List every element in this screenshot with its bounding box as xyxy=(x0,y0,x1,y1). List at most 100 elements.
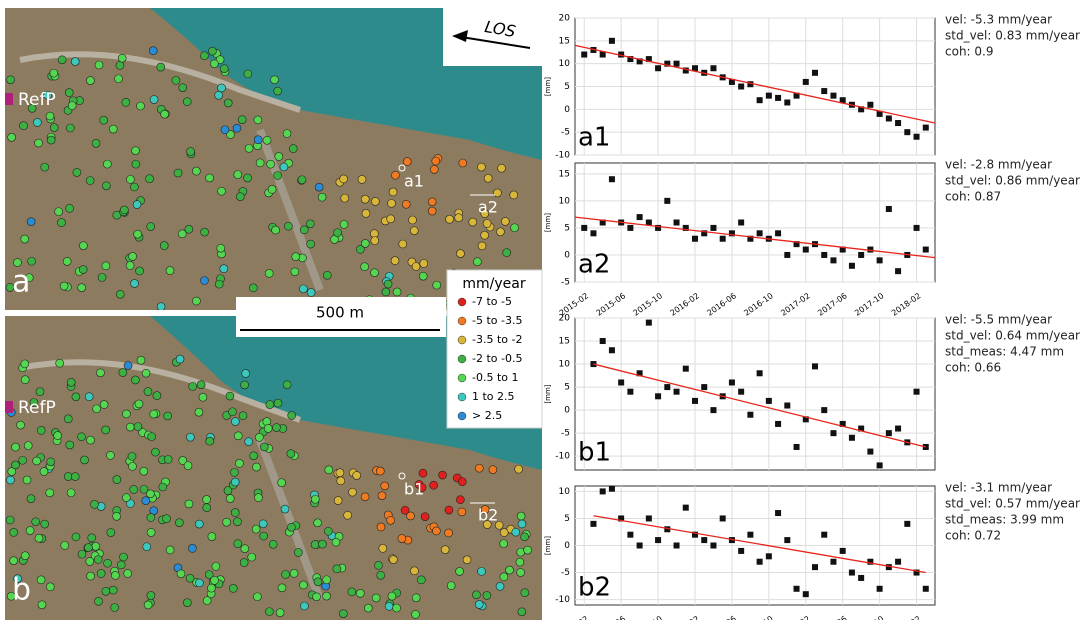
map-point xyxy=(94,60,104,70)
y-axis-label: [mm] xyxy=(544,213,552,232)
data-point xyxy=(858,574,865,581)
map-point xyxy=(419,259,429,268)
data-point xyxy=(673,60,680,67)
map-point xyxy=(151,447,160,457)
map-point xyxy=(122,409,131,419)
data-point xyxy=(839,547,846,554)
data-point xyxy=(701,537,708,544)
map-point xyxy=(339,220,349,229)
y-tick-label: -5 xyxy=(561,429,570,439)
data-point xyxy=(710,224,717,231)
map-point xyxy=(210,576,219,585)
x-tick-label: 2016-10 xyxy=(742,291,775,318)
data-point xyxy=(728,537,735,544)
map-point xyxy=(171,76,181,85)
map-point xyxy=(376,522,386,532)
data-point xyxy=(756,230,763,237)
map-point xyxy=(222,517,231,527)
panel-label: b1 xyxy=(578,438,611,468)
map-point xyxy=(265,607,274,616)
map-point xyxy=(238,411,248,421)
data-point xyxy=(858,251,865,258)
map-point xyxy=(482,591,492,600)
legend-swatch xyxy=(457,411,467,421)
map-point xyxy=(13,574,22,583)
legend-label: -5 to -3.5 xyxy=(472,314,522,327)
map-point xyxy=(223,98,233,108)
data-point xyxy=(738,547,745,554)
map-point xyxy=(32,456,41,466)
map-point xyxy=(91,542,101,551)
map-point xyxy=(458,158,468,168)
data-point xyxy=(664,384,671,391)
map-point xyxy=(333,228,342,237)
x-tick-label: 2015-06 xyxy=(595,291,628,318)
map-point xyxy=(156,62,166,72)
map-point xyxy=(163,455,173,464)
map-point xyxy=(65,440,75,450)
map-point xyxy=(136,101,145,111)
map-point xyxy=(57,218,66,227)
map-point xyxy=(72,168,82,177)
x-tick-label: 2016-06 xyxy=(705,614,738,620)
map-point xyxy=(184,224,194,234)
legend-swatch xyxy=(457,297,467,307)
chart: -10 -5 0 5 10 15 20 [mm] b1 vel: -5.5 mm/year std_… xyxy=(544,313,1080,471)
data-point xyxy=(858,106,865,113)
data-point xyxy=(627,388,634,395)
map-point xyxy=(361,239,370,248)
map-point xyxy=(214,279,224,289)
map-point xyxy=(228,407,237,417)
y-tick-label: 0 xyxy=(564,250,570,260)
y-tick-label: 5 xyxy=(564,82,570,92)
y-tick-label: 5 xyxy=(564,383,570,393)
data-point xyxy=(590,520,597,527)
data-point xyxy=(728,379,735,386)
map-point xyxy=(205,173,214,183)
map-point xyxy=(331,537,341,547)
map-point xyxy=(36,575,46,585)
y-tick-label: 15 xyxy=(559,36,570,46)
fit-line xyxy=(574,216,936,259)
map-point xyxy=(112,511,121,521)
map-point xyxy=(130,182,139,192)
map-point xyxy=(348,487,357,497)
map-point xyxy=(239,558,249,567)
map-point xyxy=(243,69,253,79)
map-point xyxy=(233,539,243,549)
map-point xyxy=(117,53,127,63)
map-point xyxy=(97,273,107,282)
legend-swatch xyxy=(457,373,467,383)
map-point xyxy=(126,175,135,184)
data-point xyxy=(830,430,837,437)
data-point xyxy=(885,115,892,122)
map-point xyxy=(244,144,254,153)
map-point xyxy=(146,513,156,522)
map-point xyxy=(494,520,504,530)
map-point xyxy=(71,392,81,402)
map-point xyxy=(35,387,45,397)
map-point xyxy=(6,591,16,601)
map-point xyxy=(202,503,212,512)
map-point xyxy=(357,175,367,184)
map-point xyxy=(427,197,437,207)
map-point xyxy=(253,135,263,145)
map-point xyxy=(313,577,323,587)
plot-area xyxy=(574,162,936,283)
ref-marker xyxy=(5,401,13,413)
map-point xyxy=(318,539,327,549)
map-point xyxy=(253,592,262,602)
map-point xyxy=(101,587,111,596)
map-point xyxy=(202,596,212,605)
data-point xyxy=(793,585,800,592)
map-point xyxy=(101,425,110,435)
x-tick-label: 2016-06 xyxy=(705,291,738,318)
map-point xyxy=(282,129,292,138)
map-point xyxy=(477,162,486,172)
point-marker xyxy=(398,164,406,172)
map-point xyxy=(217,83,226,93)
data-point xyxy=(738,388,745,395)
data-point xyxy=(645,219,652,226)
map-point xyxy=(40,519,50,529)
